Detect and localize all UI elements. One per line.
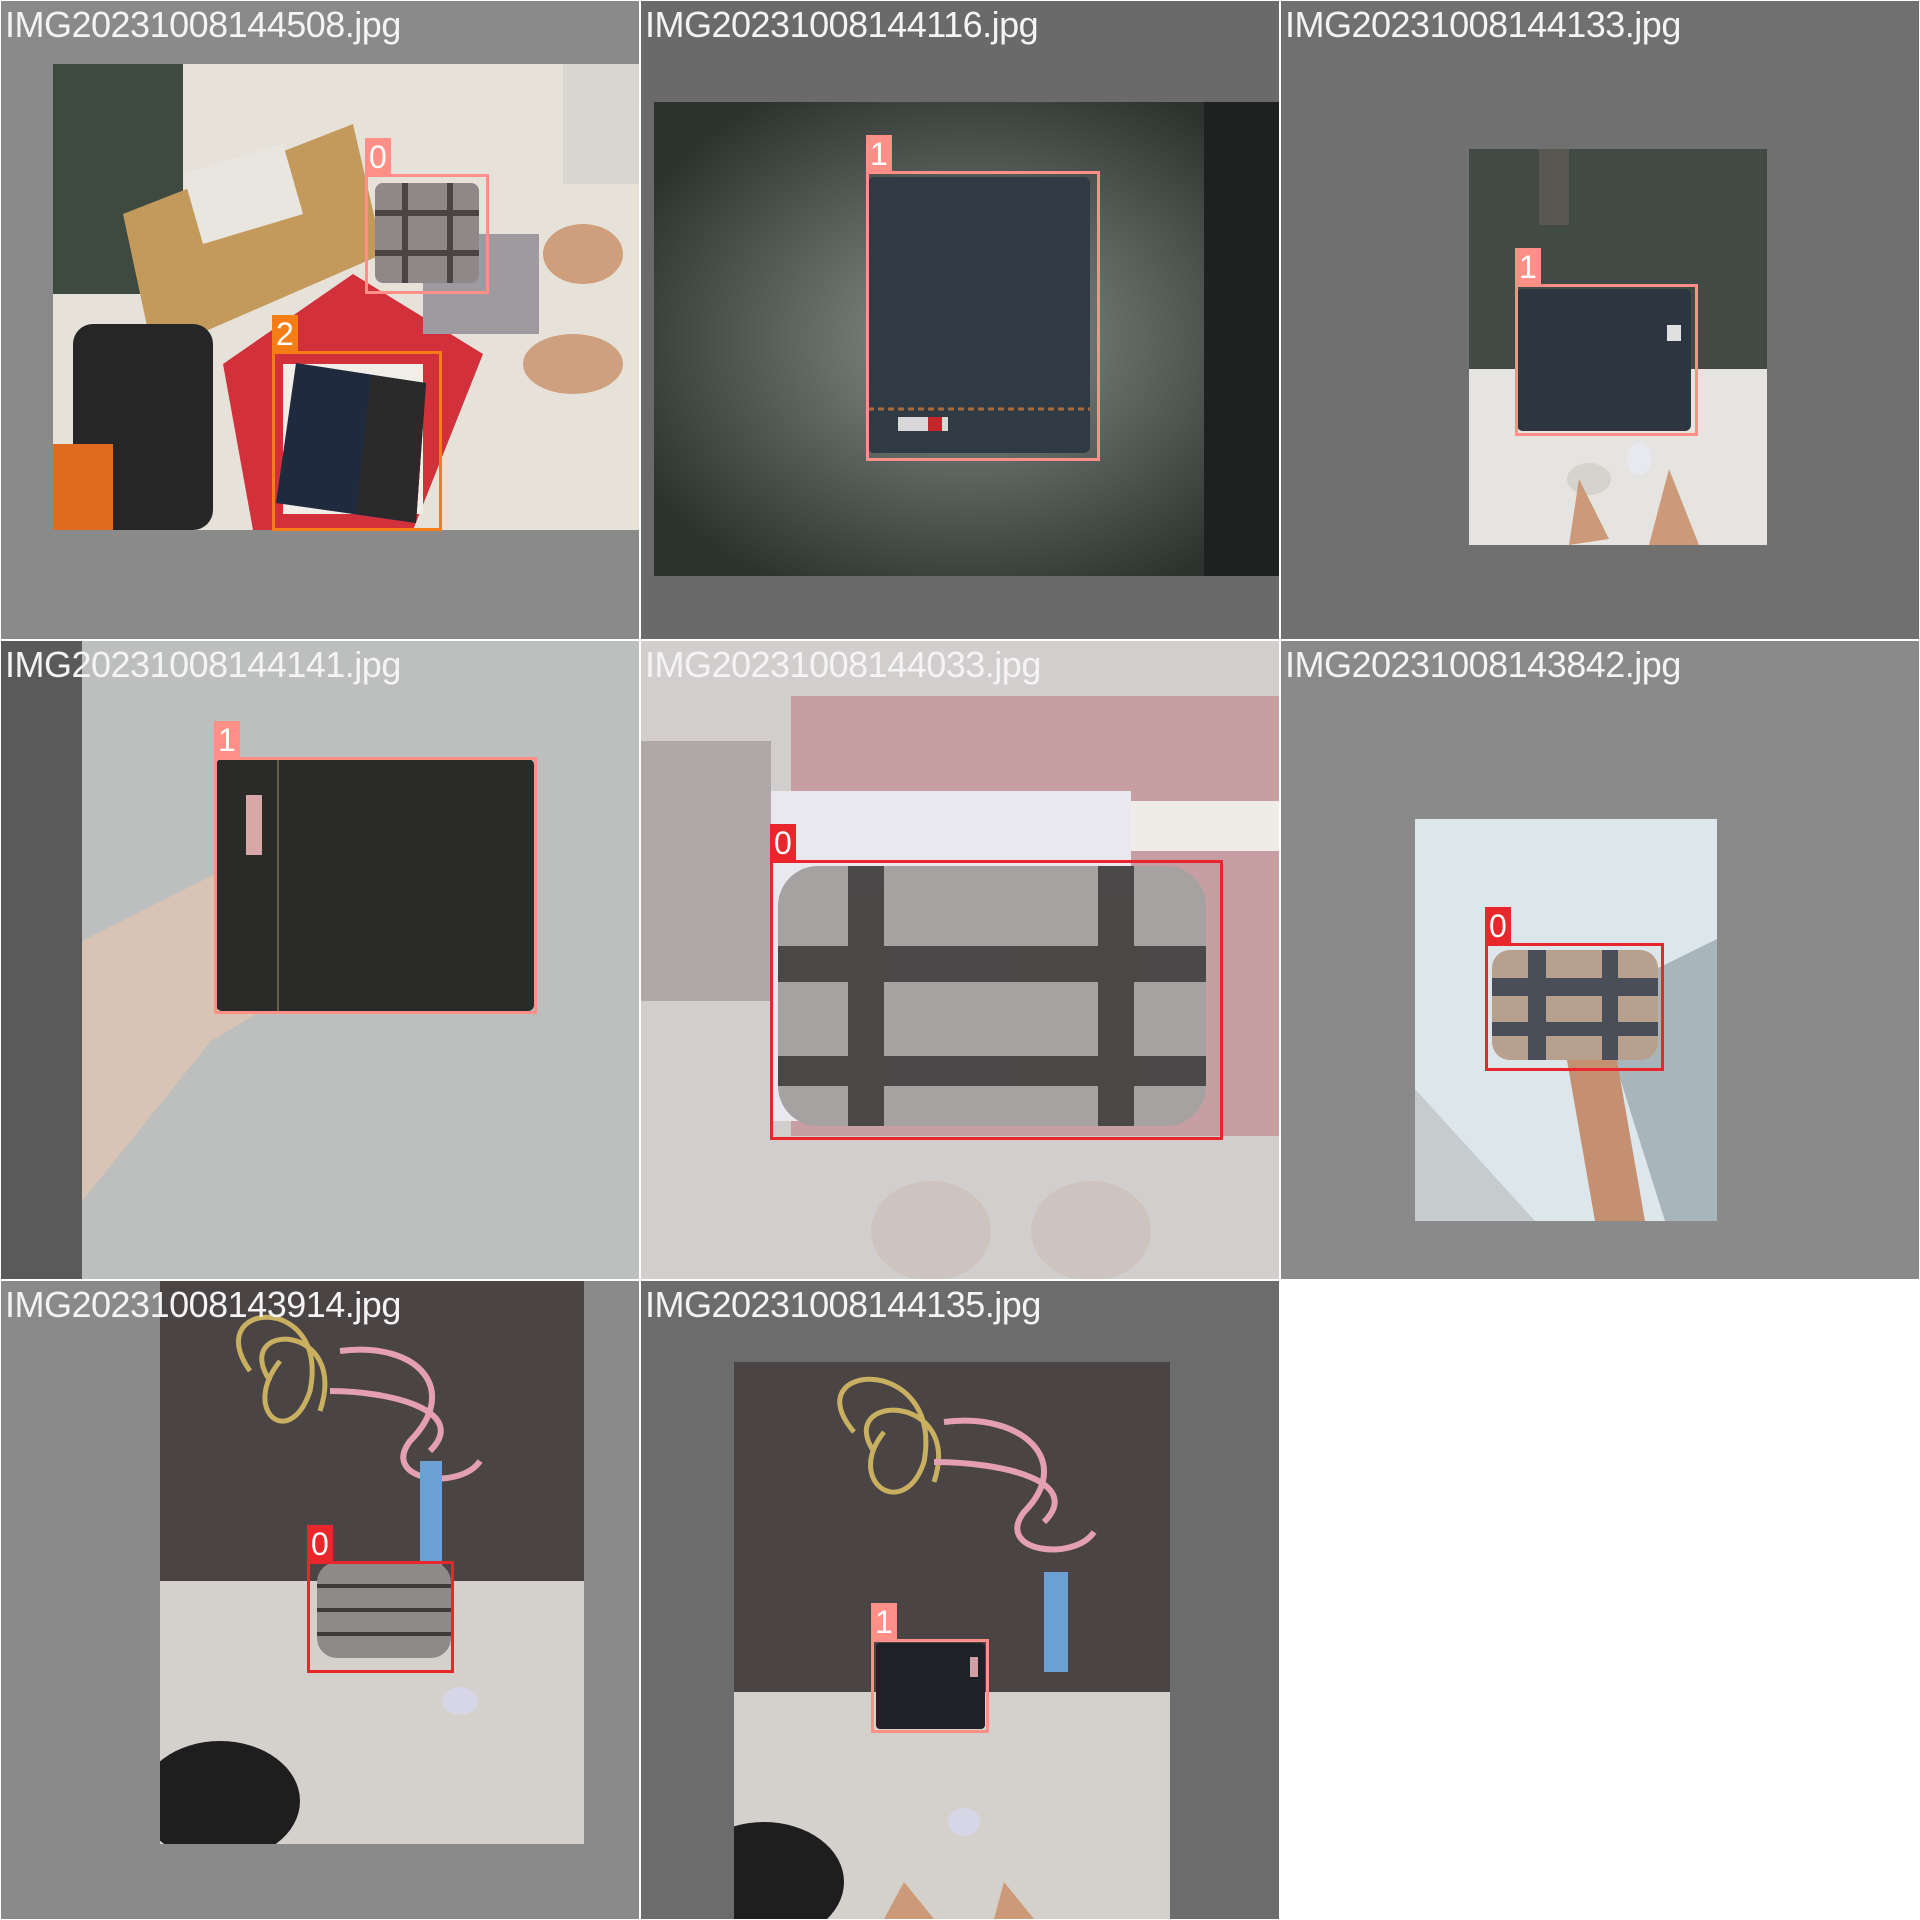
image-filename: IMG20231008144135.jpg — [645, 1284, 1041, 1325]
detection-label: 1 — [866, 135, 892, 173]
grid-tile[interactable]: 0 IMG20231008143842.jpg — [1281, 641, 1919, 1279]
grid-tile[interactable]: 1 IMG20231008144141.jpg — [1, 641, 639, 1279]
detection-box — [866, 171, 1100, 461]
grid-tile[interactable]: IMG20231008144508.jpg 0 2 — [1, 1, 639, 639]
detection-label: 0 — [307, 1525, 333, 1563]
detection-box — [307, 1561, 454, 1673]
detection-box — [272, 351, 442, 531]
image-filename: IMG20231008144508.jpg — [5, 4, 401, 45]
detection-label: 0 — [1485, 907, 1511, 945]
grid-tile[interactable]: 1 IMG20231008144135.jpg — [641, 1281, 1279, 1919]
image-filename: IMG20231008144141.jpg — [5, 644, 401, 685]
wallet — [778, 866, 1206, 1126]
grid-tile[interactable]: 0 IMG20231008143914.jpg — [1, 1281, 639, 1919]
grid-tile[interactable]: 1 IMG20231008144116.jpg — [641, 1, 1279, 639]
detection-label: 1 — [871, 1603, 897, 1641]
wallet — [1492, 950, 1658, 1060]
image-filename: IMG20231008144033.jpg — [645, 644, 1041, 685]
detection-box — [1515, 284, 1698, 436]
image-filename: IMG20231008144116.jpg — [645, 4, 1039, 45]
wallet — [276, 363, 426, 523]
wallet — [876, 1643, 985, 1729]
detection-label: 1 — [1515, 248, 1541, 286]
wallet — [868, 177, 1090, 453]
detection-label: 0 — [365, 138, 391, 176]
image-filename: IMG20231008144133.jpg — [1285, 4, 1681, 45]
detection-box — [871, 1639, 989, 1733]
wallet — [1517, 289, 1691, 431]
detection-box — [770, 860, 1223, 1140]
grid-tile[interactable]: 0 IMG20231008144033.jpg — [641, 641, 1279, 1279]
image-filename: IMG20231008143842.jpg — [1285, 644, 1681, 685]
detection-label: 2 — [272, 315, 298, 353]
detection-box — [1485, 943, 1664, 1071]
photo — [160, 1281, 584, 1844]
detection-label: 1 — [214, 721, 240, 759]
detection-box — [365, 174, 489, 294]
wallet — [216, 759, 534, 1011]
image-filename: IMG20231008143914.jpg — [5, 1284, 401, 1325]
wallet — [317, 1562, 451, 1658]
grid-tile[interactable]: 1 IMG20231008144133.jpg — [1281, 1, 1919, 639]
detection-box — [214, 757, 537, 1014]
wallet — [375, 183, 479, 283]
detection-label: 0 — [770, 824, 796, 862]
